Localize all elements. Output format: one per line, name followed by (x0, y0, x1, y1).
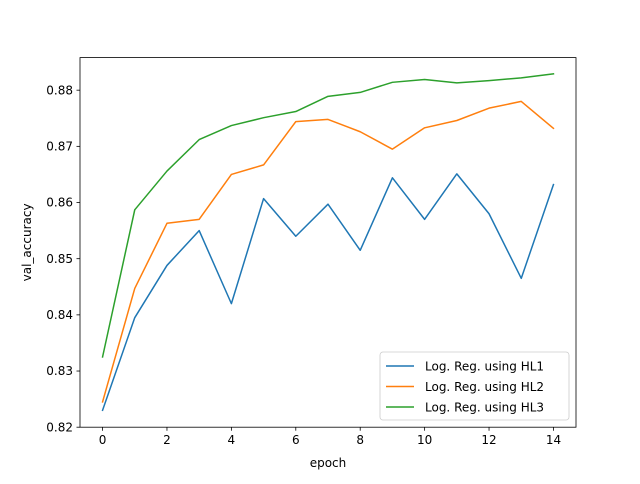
y-tick-label: 0.86 (46, 196, 73, 210)
x-axis-ticks: 0 2 4 6 8 10 12 14 (99, 427, 561, 447)
y-tick-label: 0.85 (46, 252, 73, 266)
series-line-hl1 (101, 173, 555, 412)
y-tick-label: 0.82 (46, 420, 73, 434)
x-tick-label: 0 (99, 433, 107, 447)
x-tick-label: 4 (228, 433, 236, 447)
x-tick-label: 14 (546, 433, 561, 447)
y-tick-label: 0.88 (46, 83, 73, 97)
series-line-hl3 (101, 73, 555, 358)
y-tick-label: 0.83 (46, 364, 73, 378)
legend-items: Log. Reg. using HL1 Log. Reg. using HL2 Lo… (386, 359, 544, 414)
legend-frame (379, 351, 570, 421)
legend-label-hl2: Log. Reg. using HL2 (425, 380, 544, 394)
y-tick-label: 0.87 (46, 140, 73, 154)
y-axis-ticks: 0.82 0.83 0.84 0.85 0.86 0.87 0.88 (46, 83, 80, 434)
x-tick-label: 12 (481, 433, 496, 447)
series-lines (101, 73, 555, 412)
y-tick-label: 0.84 (46, 308, 73, 322)
x-tick-label: 2 (163, 433, 171, 447)
legend-label-hl1: Log. Reg. using HL1 (425, 359, 544, 373)
y-axis-label: val_accuracy (20, 203, 34, 281)
series-line-hl2 (101, 100, 555, 403)
x-tick-label: 6 (292, 433, 300, 447)
legend-label-hl3: Log. Reg. using HL3 (425, 400, 544, 414)
legend: Log. Reg. using HL1 Log. Reg. using HL2 Lo… (379, 351, 570, 421)
x-axis-label: epoch (310, 456, 347, 470)
x-tick-label: 8 (356, 433, 364, 447)
plot-frame (79, 57, 577, 428)
x-tick-label: 10 (417, 433, 432, 447)
